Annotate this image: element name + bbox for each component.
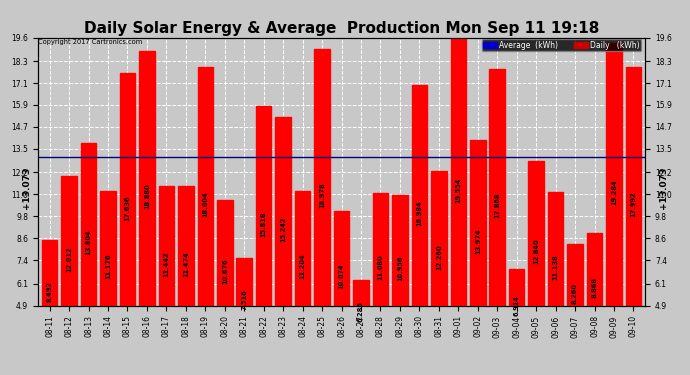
Bar [61,176,77,375]
Bar [451,38,466,375]
Bar [626,67,641,375]
Text: 11.204: 11.204 [299,254,306,279]
Text: 8.868: 8.868 [591,277,598,298]
Text: 17.636: 17.636 [124,195,130,220]
Bar [392,195,408,375]
Text: 13.804: 13.804 [86,230,92,255]
Title: Daily Solar Energy & Average  Production Mon Sep 11 19:18: Daily Solar Energy & Average Production … [84,21,599,36]
Bar [548,192,564,375]
Legend: Average  (kWh), Daily   (kWh): Average (kWh), Daily (kWh) [482,39,641,51]
Text: 8.492: 8.492 [47,280,52,302]
Bar [139,51,155,375]
Text: 11.080: 11.080 [377,255,384,280]
Text: +13.073: +13.073 [21,166,31,208]
Bar [607,43,622,375]
Text: 6.914: 6.914 [513,295,520,316]
Text: 8.260: 8.260 [572,283,578,304]
Bar [100,191,116,375]
Bar [586,233,602,375]
Bar [295,190,310,375]
Text: 11.138: 11.138 [553,254,559,280]
Bar [373,193,388,375]
Bar [42,240,57,375]
Text: Copyright 2017 Cartronics.com: Copyright 2017 Cartronics.com [38,39,142,45]
Bar [529,161,544,375]
Bar [509,269,524,375]
Text: +13.073: +13.073 [659,166,669,208]
Text: 15.818: 15.818 [261,211,267,237]
Text: 11.442: 11.442 [164,251,170,277]
Text: 17.868: 17.868 [494,193,500,218]
Text: 7.516: 7.516 [241,290,247,310]
Bar [81,143,97,375]
Bar [353,280,368,375]
Text: 19.554: 19.554 [455,177,462,203]
Bar [237,258,252,375]
Text: 19.284: 19.284 [611,180,617,206]
Text: 18.004: 18.004 [202,192,208,217]
Text: 16.984: 16.984 [416,201,422,226]
Bar [315,49,330,375]
Bar [159,186,174,375]
Text: 10.956: 10.956 [397,256,403,281]
Text: 17.992: 17.992 [631,192,636,217]
Text: 15.242: 15.242 [280,217,286,242]
Bar [489,69,505,375]
Text: 13.974: 13.974 [475,228,481,254]
Bar [431,171,446,375]
Bar [178,186,194,375]
Bar [256,106,271,375]
Bar [197,67,213,375]
Bar [334,211,349,375]
Text: 18.880: 18.880 [144,183,150,209]
Bar [470,140,486,375]
Text: 12.840: 12.840 [533,238,539,264]
Text: 11.474: 11.474 [183,251,189,277]
Text: 18.978: 18.978 [319,183,325,208]
Bar [275,117,291,375]
Text: 12.012: 12.012 [66,246,72,272]
Text: 6.286: 6.286 [358,301,364,322]
Text: 11.176: 11.176 [105,254,111,279]
Text: 10.676: 10.676 [221,258,228,284]
Bar [119,74,135,375]
Text: 10.074: 10.074 [339,264,344,290]
Text: 12.260: 12.260 [436,244,442,270]
Bar [217,200,233,375]
Bar [567,244,583,375]
Bar [412,85,427,375]
